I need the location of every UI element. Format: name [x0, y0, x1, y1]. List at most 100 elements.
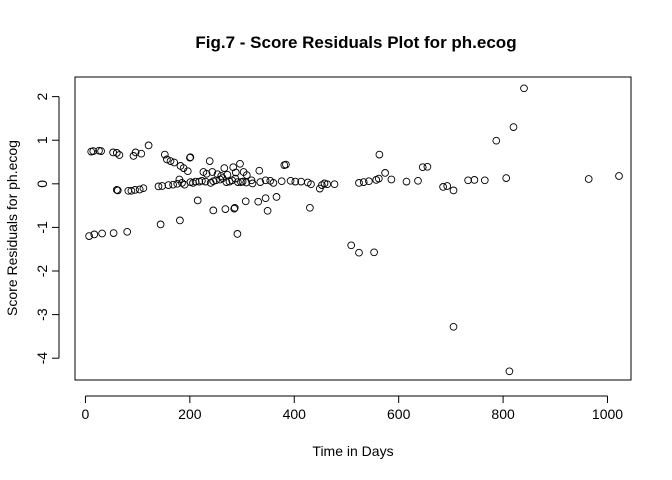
data-point	[137, 149, 146, 158]
data-point	[131, 186, 139, 194]
chart-title: Fig.7 - Score Residuals Plot for ph.ecog	[195, 33, 516, 52]
data-point	[89, 147, 98, 155]
data-point	[212, 176, 220, 185]
data-point	[269, 179, 278, 187]
data-point	[158, 182, 167, 190]
data-point	[220, 164, 229, 172]
x-tick-label: 400	[283, 406, 307, 422]
data-point	[208, 168, 217, 176]
data-point	[423, 162, 432, 171]
data-point	[154, 182, 163, 191]
data-point	[109, 148, 117, 157]
data-point	[98, 229, 106, 238]
y-tick-label: -4	[34, 352, 50, 365]
data-point	[186, 153, 195, 162]
data-point	[115, 151, 124, 159]
data-point	[520, 84, 528, 93]
data-point	[166, 157, 175, 165]
data-point	[229, 163, 238, 172]
data-point	[355, 179, 363, 187]
data-point	[256, 178, 265, 186]
x-tick-label: 1000	[592, 406, 623, 422]
x-tick-label: 800	[491, 406, 515, 422]
data-point	[505, 367, 514, 376]
data-point	[584, 175, 593, 183]
data-point	[272, 193, 281, 201]
data-point	[156, 220, 165, 229]
data-point	[169, 180, 177, 189]
data-point	[163, 155, 171, 164]
data-point	[173, 179, 182, 188]
x-tick-label: 200	[178, 406, 202, 422]
data-point	[464, 176, 472, 185]
data-point	[615, 172, 623, 180]
plot-frame	[74, 76, 632, 381]
data-point	[315, 184, 324, 193]
data-point	[414, 176, 422, 185]
data-point	[439, 183, 447, 191]
data-point	[502, 174, 511, 182]
data-point	[202, 169, 211, 178]
data-point	[261, 176, 270, 185]
data-point	[330, 180, 339, 189]
data-point	[230, 203, 239, 212]
data-point	[90, 230, 99, 239]
data-point	[387, 175, 396, 184]
x-axis: 0 200 400 600 800 1000	[82, 395, 623, 422]
data-point	[183, 167, 192, 176]
data-point	[112, 149, 121, 157]
data-point	[198, 176, 206, 185]
data-point	[221, 205, 230, 213]
data-point	[255, 166, 264, 175]
data-point	[381, 169, 389, 177]
data-point	[205, 157, 214, 165]
data-point	[209, 206, 218, 215]
data-point	[443, 182, 452, 190]
data-point	[186, 153, 194, 162]
data-point	[307, 180, 315, 189]
data-point	[282, 160, 290, 169]
data-point	[347, 241, 356, 250]
y-tick-label: -2	[34, 265, 50, 278]
data-point	[139, 184, 148, 193]
data-point	[170, 158, 179, 167]
x-tick-label: 600	[387, 406, 411, 422]
data-point	[402, 177, 411, 186]
data-point	[236, 159, 244, 168]
data-point	[365, 177, 373, 186]
data-point	[223, 170, 232, 179]
data-point	[160, 150, 169, 159]
data-point	[230, 204, 239, 213]
data-point	[135, 185, 144, 194]
x-tick-label: 0	[82, 406, 90, 422]
data-point	[480, 176, 489, 185]
data-point	[247, 176, 256, 185]
data-point	[127, 186, 136, 195]
data-point	[375, 150, 384, 159]
data-point	[176, 216, 184, 225]
data-point	[201, 177, 210, 186]
data-point	[286, 176, 295, 185]
data-point	[178, 179, 186, 187]
y-axis: -4 -3 -2 -1 0 1 2	[34, 93, 60, 365]
data-point	[263, 206, 272, 215]
data-point	[449, 322, 458, 331]
y-tick-label: -1	[34, 221, 50, 234]
y-tick-label: 0	[34, 180, 50, 188]
data-point	[355, 248, 363, 257]
data-point	[144, 141, 153, 150]
data-point	[109, 229, 118, 237]
data-point	[234, 178, 242, 186]
data-point	[418, 163, 427, 172]
data-point	[277, 177, 286, 186]
y-tick-label: 1	[34, 136, 50, 144]
y-axis-label: Score Residuals for ph.ecog	[4, 140, 20, 316]
data-point	[291, 177, 300, 186]
data-point	[449, 186, 458, 195]
x-axis-label: Time in Days	[312, 443, 393, 459]
data-point	[261, 194, 270, 203]
data-point	[231, 168, 240, 177]
data-point	[359, 178, 368, 186]
data-point	[470, 176, 479, 184]
